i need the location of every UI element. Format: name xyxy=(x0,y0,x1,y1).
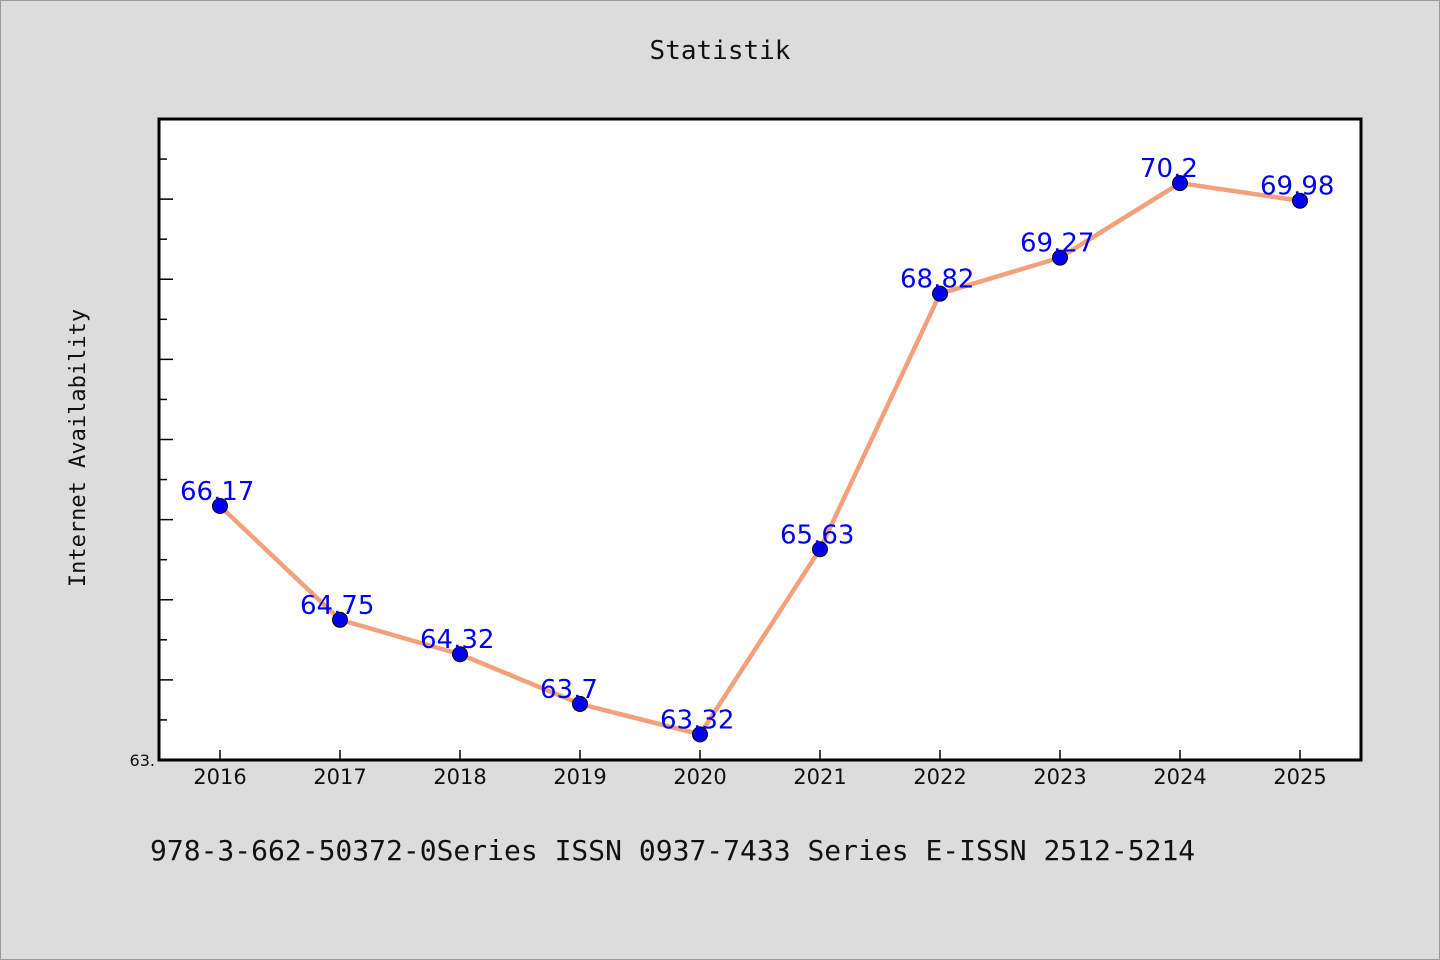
x-tick-label: 2017 xyxy=(313,765,366,789)
data-label: 66.17 xyxy=(180,477,254,507)
y-axis-label: Internet Availability xyxy=(66,309,91,587)
data-point-marker xyxy=(1172,175,1188,192)
markers-group xyxy=(212,175,1308,743)
x-axis-ticks: 2016 2017 2018 2019 2020 2021 2022 2023 2024 2025 xyxy=(193,750,1327,789)
data-point-marker xyxy=(1292,192,1308,209)
data-label: 69.27 xyxy=(1020,229,1094,259)
x-tick-label: 2023 xyxy=(1033,765,1086,789)
x-tick-label: 2019 xyxy=(553,765,606,789)
data-label: 64.75 xyxy=(300,591,374,621)
data-point-marker xyxy=(692,726,708,743)
x-tick-label: 2022 xyxy=(913,765,966,789)
x-tick-label: 2024 xyxy=(1153,765,1206,789)
x-tick-label: 2016 xyxy=(193,765,246,789)
data-label: 69.98 xyxy=(1260,172,1334,202)
data-label: 68.82 xyxy=(900,265,974,295)
data-label: 70.2 xyxy=(1140,154,1198,184)
data-point-marker xyxy=(332,611,348,628)
y-axis-ticks: 63. xyxy=(130,118,173,770)
data-point-marker xyxy=(452,646,468,663)
series-line xyxy=(217,180,1303,737)
chart-title: Statistik xyxy=(649,36,791,66)
footer-isbn-issn: 978-3-662-50372-0Series ISSN 0937-7433 S… xyxy=(150,834,1196,867)
data-point-marker xyxy=(212,498,228,515)
x-tick-label: 2020 xyxy=(673,765,726,789)
data-point-marker xyxy=(932,285,948,302)
data-point-marker xyxy=(572,695,588,712)
data-point-marker xyxy=(812,541,828,558)
y-tick-label: 63. xyxy=(130,751,155,770)
data-point-marker xyxy=(1052,249,1068,266)
data-label: 63.7 xyxy=(540,675,598,705)
data-label: 63.32 xyxy=(660,705,734,735)
plot-area xyxy=(157,117,1363,762)
series-line-group xyxy=(217,180,1303,737)
x-tick-label: 2021 xyxy=(793,765,846,789)
data-labels-group: 66.17 64.75 64.32 63.7 63.32 65.63 68.82 69.27 7… xyxy=(180,154,1334,735)
x-tick-label: 2018 xyxy=(433,765,486,789)
data-label: 64.32 xyxy=(420,625,494,655)
x-tick-label: 2025 xyxy=(1273,765,1326,789)
data-label: 65.63 xyxy=(780,520,854,550)
